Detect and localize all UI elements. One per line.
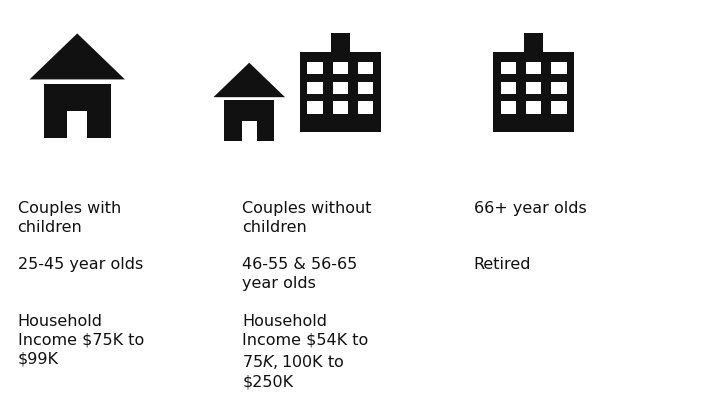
Bar xyxy=(501,101,516,114)
Bar xyxy=(331,33,350,52)
Bar xyxy=(44,84,111,138)
Bar xyxy=(307,62,323,74)
Text: 46-55 & 56-65
year olds: 46-55 & 56-65 year olds xyxy=(242,257,357,291)
Bar xyxy=(333,62,348,74)
Bar xyxy=(524,33,543,52)
Bar xyxy=(551,82,567,94)
Bar xyxy=(358,82,373,94)
Bar xyxy=(494,52,574,132)
Text: Household
Income $54K to
$75K, $100K to
$250K: Household Income $54K to $75K, $100K to … xyxy=(242,314,369,390)
Bar xyxy=(241,121,256,141)
Text: 25-45 year olds: 25-45 year olds xyxy=(18,257,143,272)
Bar xyxy=(358,62,373,74)
Bar xyxy=(224,100,274,141)
Bar xyxy=(333,101,348,114)
Bar xyxy=(501,62,516,74)
Bar xyxy=(307,101,323,114)
Text: Retired: Retired xyxy=(474,257,531,272)
Bar xyxy=(501,82,516,94)
Text: 66+ year olds: 66+ year olds xyxy=(474,201,587,216)
Polygon shape xyxy=(213,63,285,97)
Bar xyxy=(358,101,373,114)
Bar xyxy=(526,82,541,94)
Bar xyxy=(300,52,381,132)
Bar xyxy=(67,111,87,138)
Bar xyxy=(551,62,567,74)
Text: Couples with
children: Couples with children xyxy=(18,201,121,235)
Bar xyxy=(307,82,323,94)
Bar xyxy=(526,101,541,114)
Text: Couples without
children: Couples without children xyxy=(242,201,371,235)
Bar xyxy=(333,82,348,94)
Bar xyxy=(526,62,541,74)
Text: Household
Income $75K to
$99K: Household Income $75K to $99K xyxy=(18,314,144,367)
Bar xyxy=(551,101,567,114)
Polygon shape xyxy=(29,33,125,79)
